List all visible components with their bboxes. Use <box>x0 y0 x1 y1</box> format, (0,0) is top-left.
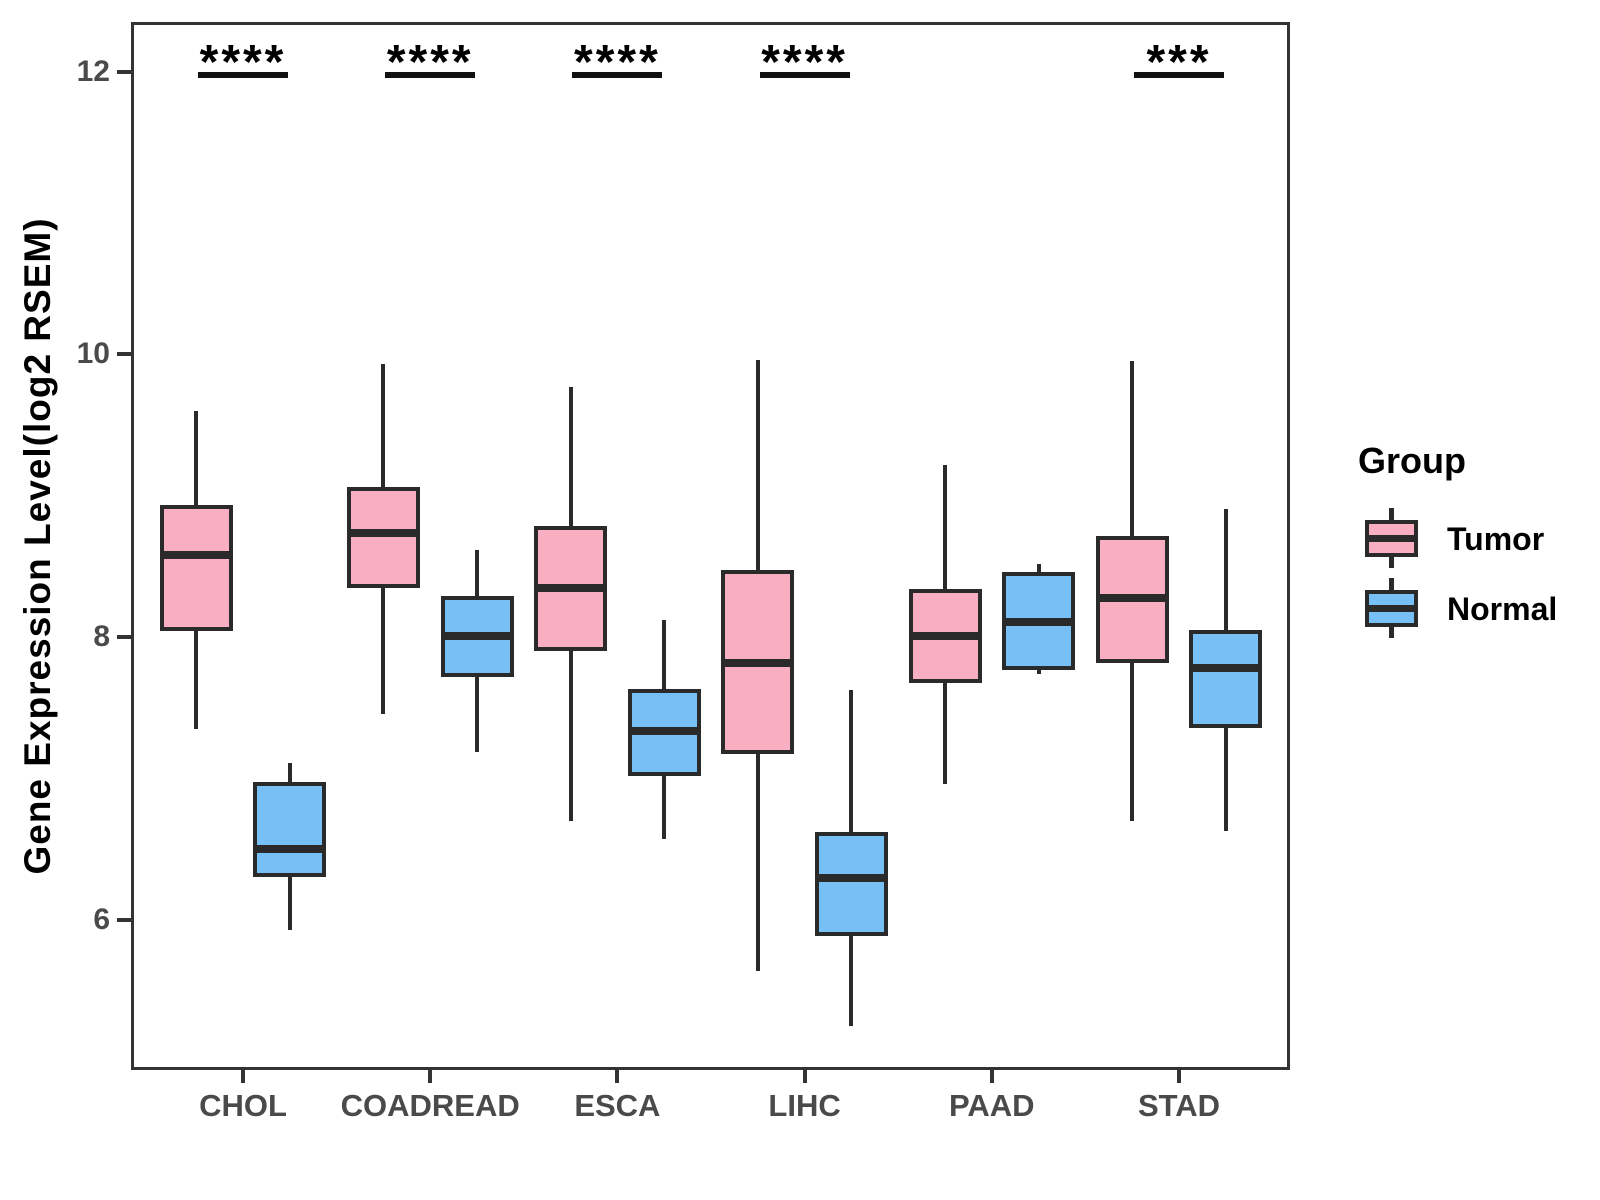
x-axis-tick-ESCA <box>615 1070 620 1083</box>
x-axis-tick-PAAD <box>989 1070 994 1083</box>
legend-title: Group <box>1358 440 1466 481</box>
significance-stars-CHOL: **** <box>199 36 287 89</box>
median-Normal-PAAD <box>1006 617 1072 626</box>
x-axis-label-PAAD: PAAD <box>949 1088 1035 1123</box>
significance-stars-ESCA: **** <box>574 36 661 89</box>
significance-stars-STAD: *** <box>1146 36 1212 89</box>
significance-stars-COADREAD: **** <box>386 36 474 89</box>
x-axis-tick-COADREAD <box>428 1070 433 1083</box>
significance-line-CHOL <box>198 72 288 78</box>
legend-item-normal: Normal <box>1358 578 1588 640</box>
box-Normal-LIHC <box>814 831 888 937</box>
median-Normal-ESCA <box>631 726 697 735</box>
y-axis-tick-label-8: 8 <box>93 620 110 654</box>
y-axis-tick-label-6: 6 <box>93 903 110 937</box>
x-axis-label-ESCA: ESCA <box>574 1088 661 1123</box>
median-Tumor-LIHC <box>725 658 791 667</box>
x-axis-label-CHOL: CHOL <box>199 1088 287 1123</box>
significance-line-ESCA <box>572 72 663 78</box>
tumor-boxplot-key-icon <box>1365 508 1418 568</box>
box-Tumor-CHOL <box>159 505 233 631</box>
significance-line-COADREAD <box>385 72 476 78</box>
legend-item-tumor: Tumor <box>1358 508 1588 570</box>
significance-line-LIHC <box>759 72 850 78</box>
y-axis-tick-6 <box>117 918 131 923</box>
y-axis-tick-8 <box>117 635 131 640</box>
median-Normal-CHOL <box>257 845 323 854</box>
y-axis-tick-label-12: 12 <box>76 54 110 88</box>
x-axis-tick-CHOL <box>241 1070 245 1083</box>
median-Tumor-CHOL <box>163 551 229 560</box>
normal-boxplot-key-icon <box>1365 578 1418 638</box>
legend: Group Tumor Normal <box>1358 440 1588 648</box>
legend-label-normal: Normal <box>1447 591 1558 627</box>
x-axis-tick-LIHC <box>802 1070 807 1083</box>
box-Normal-CHOL <box>253 782 327 877</box>
x-axis-label-COADREAD: COADREAD <box>340 1088 520 1123</box>
y-axis-tick-10 <box>117 352 131 357</box>
y-axis-tick-label-10: 10 <box>76 337 110 371</box>
median-Normal-STAD <box>1193 664 1259 673</box>
median-Tumor-COADREAD <box>350 528 416 537</box>
median-Tumor-ESCA <box>538 583 604 592</box>
x-axis-label-LIHC: LIHC <box>768 1088 841 1123</box>
median-Tumor-STAD <box>1099 593 1165 602</box>
significance-line-STAD <box>1134 72 1224 78</box>
median-Normal-LIHC <box>818 873 884 882</box>
median-Tumor-PAAD <box>912 631 978 640</box>
x-axis-tick-STAD <box>1177 1070 1181 1083</box>
legend-label-tumor: Tumor <box>1447 521 1545 557</box>
box-Normal-STAD <box>1189 629 1263 729</box>
y-axis-title: Gene Expression Level(log2 RSEM) <box>17 217 58 875</box>
significance-stars-LIHC: **** <box>761 36 848 89</box>
median-Normal-COADREAD <box>444 631 510 640</box>
x-axis-label-STAD: STAD <box>1137 1088 1221 1123</box>
y-axis-tick-12 <box>117 69 131 74</box>
box-Tumor-COADREAD <box>346 486 420 589</box>
